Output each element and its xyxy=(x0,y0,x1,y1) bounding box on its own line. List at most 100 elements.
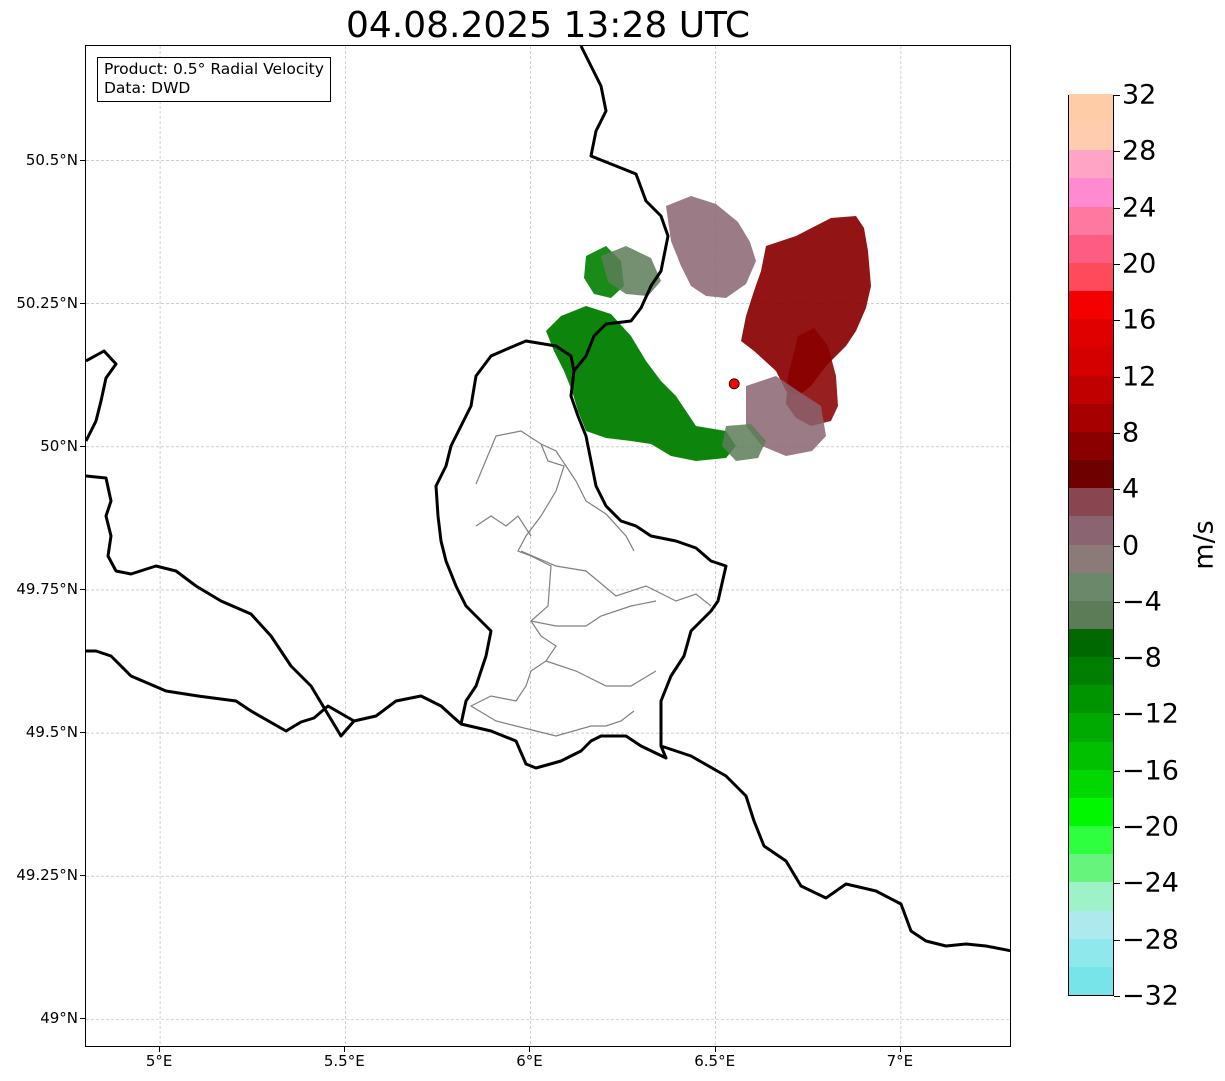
lon-tick-mark-1 xyxy=(344,1047,346,1052)
colorbar-tick-label-14: −24 xyxy=(1122,867,1179,899)
map-canvas[interactable] xyxy=(86,46,1011,1047)
colorbar-tick-mark-8 xyxy=(1114,545,1120,547)
lat-tick-mark-3 xyxy=(80,588,85,590)
colorbar-segment-13 xyxy=(1069,600,1113,629)
colorbar-tick-mark-14 xyxy=(1114,883,1120,885)
colorbar-segment-23 xyxy=(1069,318,1113,348)
lat-tick-label-6: 50.5°N xyxy=(25,150,78,169)
colorbar-segment-5 xyxy=(1069,825,1113,855)
lon-tick-mark-2 xyxy=(529,1047,531,1052)
lat-tick-label-1: 49.25°N xyxy=(16,866,78,885)
colorbar-segment-2 xyxy=(1069,910,1113,939)
colorbar-segment-31 xyxy=(1069,93,1113,123)
colorbar-segment-28 xyxy=(1069,177,1113,207)
map-title: 04.08.2025 13:28 UTC xyxy=(345,5,751,46)
colorbar-tick-mark-6 xyxy=(1114,432,1120,434)
colorbar-tick-mark-10 xyxy=(1114,658,1120,660)
colorbar-segment-12 xyxy=(1069,628,1113,658)
colorbar-tick-mark-7 xyxy=(1114,489,1120,491)
colorbar-segment-7 xyxy=(1069,769,1113,798)
colorbar-tick-mark-2 xyxy=(1114,207,1120,209)
colorbar-segment-8 xyxy=(1069,741,1113,770)
colorbar-segment-18 xyxy=(1069,459,1113,489)
lon-tick-label-4: 7°E xyxy=(886,1052,914,1070)
colorbar-segment-16 xyxy=(1069,515,1113,545)
velocity-colorbar xyxy=(1068,93,1114,996)
colorbar-segment-26 xyxy=(1069,234,1113,263)
colorbar-segment-20 xyxy=(1069,403,1113,432)
lat-tick-mark-6 xyxy=(80,159,85,161)
lon-tick-label-0: 5°E xyxy=(145,1052,173,1070)
colorbar-segment-6 xyxy=(1069,797,1113,827)
colorbar-tick-label-13: −20 xyxy=(1122,811,1179,843)
luxembourg-canton-borders xyxy=(469,430,712,737)
graticule xyxy=(86,46,1010,1046)
colorbar-tick-mark-3 xyxy=(1114,263,1120,265)
colorbar-segment-11 xyxy=(1069,656,1113,686)
colorbar-segment-0 xyxy=(1069,966,1113,995)
colorbar-segment-24 xyxy=(1069,290,1113,320)
lon-tick-mark-0 xyxy=(159,1047,161,1052)
colorbar-segment-19 xyxy=(1069,431,1113,461)
colorbar-tick-label-12: −16 xyxy=(1122,755,1179,787)
colorbar-tick-mark-5 xyxy=(1114,376,1120,378)
lat-tick-label-5: 50.25°N xyxy=(16,293,78,312)
lat-tick-mark-5 xyxy=(80,302,85,304)
radar-echoes xyxy=(546,196,871,461)
colorbar-segment-10 xyxy=(1069,684,1113,714)
colorbar-segment-3 xyxy=(1069,881,1113,911)
colorbar-tick-mark-9 xyxy=(1114,601,1120,603)
lon-tick-mark-4 xyxy=(899,1047,901,1052)
colorbar-unit-label: m/s xyxy=(1188,520,1220,570)
colorbar-tick-label-1: 28 xyxy=(1122,135,1157,167)
map-panel[interactable] xyxy=(85,45,1011,1047)
lat-tick-label-0: 49°N xyxy=(40,1009,78,1028)
colorbar-tick-label-9: −4 xyxy=(1122,586,1162,618)
colorbar-tick-label-6: 8 xyxy=(1122,417,1140,449)
colorbar-tick-mark-16 xyxy=(1114,996,1120,997)
colorbar-tick-label-11: −12 xyxy=(1122,698,1179,730)
lon-tick-label-1: 5.5°E xyxy=(323,1052,365,1070)
lat-tick-label-3: 49.75°N xyxy=(16,579,78,598)
colorbar-tick-label-4: 16 xyxy=(1122,304,1157,336)
colorbar-tick-mark-13 xyxy=(1114,827,1120,829)
product-line: Product: 0.5° Radial Velocity xyxy=(104,60,324,78)
colorbar-tick-label-2: 24 xyxy=(1122,192,1157,224)
low-inbound-echoes xyxy=(601,246,766,461)
lon-tick-mark-3 xyxy=(714,1047,716,1052)
colorbar-tick-label-16: −32 xyxy=(1122,980,1179,1012)
product-info-box: Product: 0.5° Radial Velocity Data: DWD xyxy=(97,57,331,102)
lat-tick-label-4: 50°N xyxy=(40,436,78,455)
lat-tick-label-2: 49.5°N xyxy=(25,723,78,742)
radar-site-marker[interactable] xyxy=(728,378,740,390)
colorbar-segment-29 xyxy=(1069,149,1113,179)
colorbar-tick-label-10: −8 xyxy=(1122,642,1162,674)
colorbar-tick-label-5: 12 xyxy=(1122,361,1157,393)
colorbar-segment-15 xyxy=(1069,544,1113,573)
colorbar-segment-4 xyxy=(1069,853,1113,883)
lat-tick-mark-2 xyxy=(80,732,85,734)
colorbar-tick-mark-11 xyxy=(1114,714,1120,716)
colorbar-segment-1 xyxy=(1069,938,1113,967)
colorbar-tick-label-8: 0 xyxy=(1122,530,1140,561)
colorbar-tick-label-7: 4 xyxy=(1122,473,1140,505)
colorbar-tick-mark-0 xyxy=(1114,95,1120,96)
colorbar-segment-9 xyxy=(1069,712,1113,742)
lat-tick-mark-0 xyxy=(80,1018,85,1020)
colorbar-tick-label-0: 32 xyxy=(1122,79,1157,111)
data-source-line: Data: DWD xyxy=(104,79,191,97)
colorbar-segment-14 xyxy=(1069,572,1113,601)
colorbar-tick-label-15: −28 xyxy=(1122,924,1179,956)
colorbar-tick-label-3: 20 xyxy=(1122,248,1157,280)
colorbar-segment-21 xyxy=(1069,375,1113,404)
colorbar-tick-mark-4 xyxy=(1114,320,1120,322)
lon-tick-label-3: 6.5°E xyxy=(694,1052,736,1070)
colorbar-segment-22 xyxy=(1069,346,1113,376)
colorbar-segment-27 xyxy=(1069,206,1113,235)
colorbar-tick-mark-1 xyxy=(1114,151,1120,153)
lat-tick-mark-1 xyxy=(80,875,85,877)
lat-tick-mark-4 xyxy=(80,445,85,447)
colorbar-segment-30 xyxy=(1069,121,1113,151)
colorbar-segment-25 xyxy=(1069,262,1113,292)
colorbar-tick-mark-15 xyxy=(1114,939,1120,941)
